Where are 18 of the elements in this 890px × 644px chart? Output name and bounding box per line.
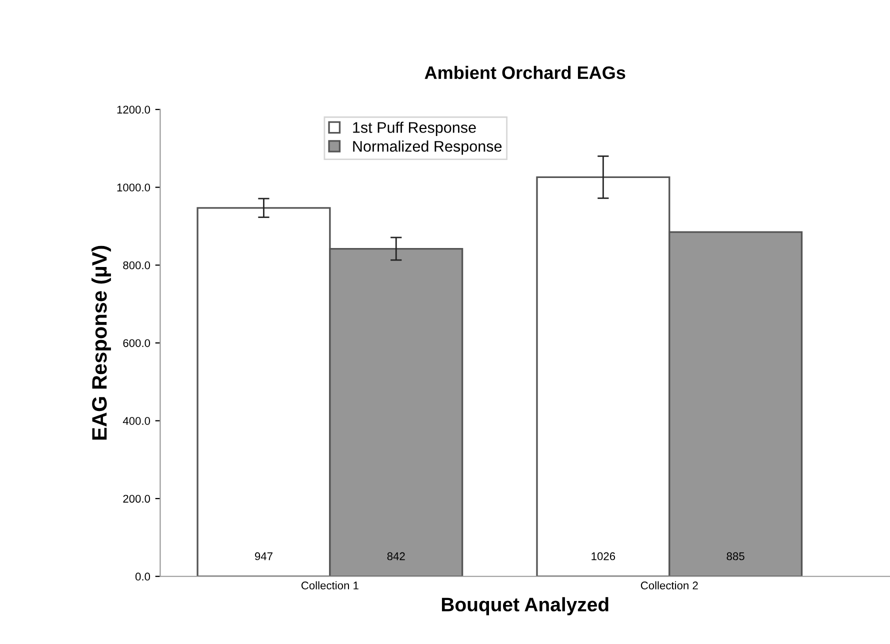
y-tick-label: 600.0 xyxy=(123,339,150,348)
legend-label: Normalized Response xyxy=(353,140,502,155)
y-tick-label: 400.0 xyxy=(122,417,150,425)
x-tick-label: Collection 1 xyxy=(301,581,358,590)
x-tick-label: Collection 2 xyxy=(640,581,698,590)
x-axis-title: Bouquet Analyzed xyxy=(442,597,608,616)
data-label: 1026 xyxy=(592,552,616,560)
legend-label: 1st Puff Response xyxy=(353,122,476,136)
y-axis-title: EAG Response (µV) xyxy=(92,246,111,440)
y-tick-label: 1000.0 xyxy=(117,184,150,192)
y-tick-label: 1200.0 xyxy=(117,106,150,114)
y-tick-label: 800.0 xyxy=(123,261,150,270)
data-label: 885 xyxy=(726,552,744,560)
y-tick-label: 0.0 xyxy=(135,572,150,581)
data-label: 947 xyxy=(254,552,272,560)
data-label: 842 xyxy=(387,552,405,560)
chart-title: Ambient Orchard EAGs xyxy=(424,66,626,80)
y-tick-label: 200.0 xyxy=(123,494,150,503)
